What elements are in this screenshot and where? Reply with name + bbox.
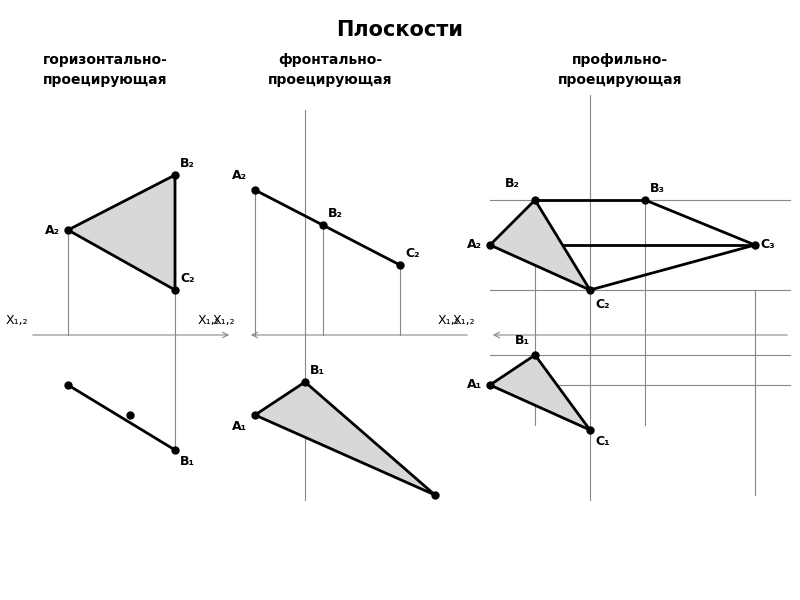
Text: B₁: B₁ [310,364,325,377]
Text: B₂: B₂ [180,157,195,170]
Text: C₂: C₂ [595,298,610,311]
Text: C₂: C₂ [405,247,419,260]
Text: C₂: C₂ [180,272,194,285]
Text: C₃: C₃ [760,238,774,251]
Text: B₁: B₁ [515,334,530,347]
Text: проецирующая: проецирующая [268,73,392,87]
Text: B₃: B₃ [650,182,665,195]
Text: A₁: A₁ [467,379,482,391]
Polygon shape [490,355,590,430]
Text: A₂: A₂ [232,169,247,182]
Text: X₁,₂: X₁,₂ [198,314,220,327]
Text: горизонтально-: горизонтально- [42,53,167,67]
Text: проецирующая: проецирующая [558,73,682,87]
Text: X₁,₂: X₁,₂ [6,314,28,327]
Polygon shape [68,175,175,290]
Text: фронтально-: фронтально- [278,53,382,67]
Polygon shape [490,200,590,290]
Text: A₁: A₁ [232,420,247,433]
Text: B₂: B₂ [505,177,520,190]
Text: Плоскости: Плоскости [337,20,463,40]
Text: C₁: C₁ [595,435,610,448]
Text: X₁,₂: X₁,₂ [212,314,235,327]
Text: A₂: A₂ [45,223,60,236]
Text: X₁,₂: X₁,₂ [452,314,475,327]
Text: профильно-: профильно- [572,53,668,67]
Text: A₂: A₂ [467,238,482,251]
Text: проецирующая: проецирующая [42,73,167,87]
Text: B₁: B₁ [180,455,195,468]
Polygon shape [255,382,435,495]
Text: B₂: B₂ [328,207,343,220]
Text: X₁,₂: X₁,₂ [438,314,460,327]
